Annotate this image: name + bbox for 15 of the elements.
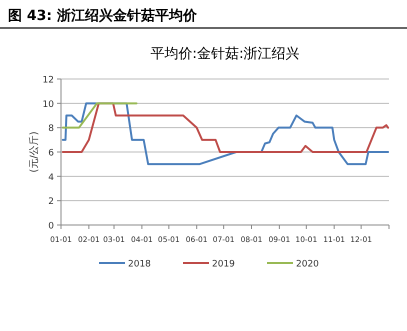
y-tick-label: 4 (48, 172, 54, 183)
legend-label: 2018 (128, 260, 152, 270)
chart-subtitle: 平均价:金针菇:浙江绍兴 (150, 46, 300, 62)
y-tick-label: 0 (48, 222, 54, 232)
legend-label: 2020 (296, 260, 320, 270)
y-tick-label: 6 (48, 148, 54, 158)
y-tick-label: 12 (42, 76, 54, 86)
legend-label: 2019 (212, 260, 236, 270)
chart-title: 图 43: 浙江绍兴金针菇平均价 (8, 7, 198, 24)
y-tick-label: 8 (48, 124, 54, 134)
y-tick-label: 10 (42, 100, 54, 110)
y-axis-title: (元/公斤) (28, 131, 40, 173)
line-series (62, 102, 390, 153)
line-series (62, 102, 390, 166)
y-tick-label: 2 (48, 197, 54, 208)
